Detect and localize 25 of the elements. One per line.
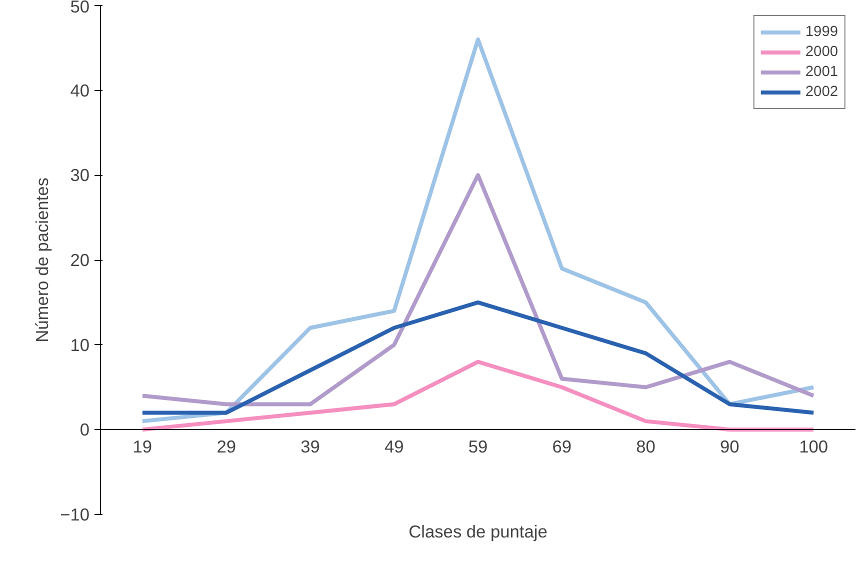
x-tick-label: 19	[132, 436, 152, 457]
x-tick-label: 90	[720, 436, 740, 457]
x-tick-label: 39	[300, 436, 320, 457]
line-series	[140, 360, 816, 432]
y-tick-label: 30	[70, 165, 90, 186]
y-tick-label: 50	[70, 0, 90, 16]
legend-label: 2000	[805, 44, 838, 60]
x-tick-label: 29	[216, 436, 236, 457]
x-tick-label: 59	[468, 436, 488, 457]
y-tick-label: 40	[70, 80, 90, 100]
y-tick-label: 10	[70, 334, 90, 355]
x-axis-title: Clases de puntaje	[408, 522, 548, 542]
y-tick-label: −10	[60, 504, 90, 524]
y-tick-label: 20	[70, 250, 90, 270]
y-axis-title: Número de pacientes	[32, 177, 52, 342]
legend-label: 2002	[805, 84, 838, 100]
line-series	[140, 300, 816, 415]
x-tick-label: 80	[636, 436, 656, 457]
legend-label: 1999	[805, 24, 838, 40]
x-tick-label: 69	[552, 436, 572, 457]
line-series	[140, 173, 816, 406]
legend-label: 2001	[805, 64, 838, 80]
y-tick-label: 0	[80, 420, 90, 440]
x-tick-label: 49	[384, 436, 404, 457]
x-tick-label: 100	[799, 436, 828, 457]
